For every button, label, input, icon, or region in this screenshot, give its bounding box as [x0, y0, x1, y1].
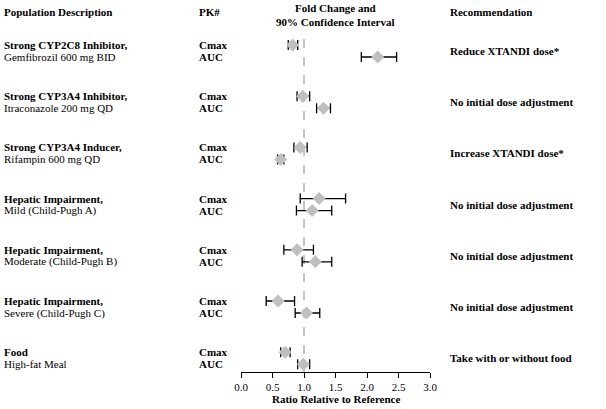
svg-text:High-fat Meal: High-fat Meal — [4, 358, 67, 370]
svg-text:Hepatic Impairment,: Hepatic Impairment, — [4, 193, 103, 205]
svg-text:AUC: AUC — [199, 153, 223, 165]
svg-text:Cmax: Cmax — [199, 141, 228, 153]
svg-text:Increase XTANDI dose*: Increase XTANDI dose* — [450, 147, 564, 159]
svg-text:Cmax: Cmax — [199, 90, 228, 102]
svg-text:AUC: AUC — [199, 102, 223, 114]
svg-text:AUC: AUC — [199, 307, 223, 319]
svg-text:AUC: AUC — [199, 205, 223, 217]
svg-text:Itraconazole 200 mg QD: Itraconazole 200 mg QD — [4, 102, 113, 114]
svg-text:Strong CYP3A4 Inhibitor,: Strong CYP3A4 Inhibitor, — [4, 90, 127, 102]
svg-text:Strong CYP3A4 Inducer,: Strong CYP3A4 Inducer, — [4, 141, 122, 153]
svg-text:Cmax: Cmax — [199, 295, 228, 307]
svg-text:Recommendation: Recommendation — [450, 6, 533, 18]
svg-text:AUC: AUC — [199, 358, 223, 370]
svg-text:1.5: 1.5 — [329, 381, 343, 393]
svg-text:Cmax: Cmax — [199, 346, 228, 358]
svg-text:Strong CYP2C8 Inhibitor,: Strong CYP2C8 Inhibitor, — [4, 39, 127, 51]
svg-text:No initial dose adjustment: No initial dose adjustment — [450, 301, 573, 313]
svg-text:No initial dose adjustment: No initial dose adjustment — [450, 199, 573, 211]
svg-text:Mild (Child-Pugh A): Mild (Child-Pugh A) — [4, 204, 97, 217]
svg-text:Population Description: Population Description — [4, 6, 112, 18]
svg-text:AUC: AUC — [199, 51, 223, 63]
svg-text:No initial dose adjustment: No initial dose adjustment — [450, 96, 573, 108]
svg-text:PK#: PK# — [199, 6, 220, 18]
svg-text:Cmax: Cmax — [199, 193, 228, 205]
svg-text:Gemfibrozil 600 mg BID: Gemfibrozil 600 mg BID — [4, 51, 116, 63]
svg-text:Hepatic Impairment,: Hepatic Impairment, — [4, 244, 103, 256]
svg-text:Severe (Child-Pugh C): Severe (Child-Pugh C) — [4, 307, 105, 320]
svg-text:0.5: 0.5 — [266, 381, 280, 393]
svg-text:0.0: 0.0 — [234, 381, 248, 393]
svg-text:Cmax: Cmax — [199, 244, 228, 256]
svg-text:Rifampin 600 mg QD: Rifampin 600 mg QD — [4, 153, 100, 165]
svg-text:AUC: AUC — [199, 256, 223, 268]
svg-text:2.0: 2.0 — [360, 381, 374, 393]
svg-text:1.0: 1.0 — [297, 381, 311, 393]
svg-text:Take with or without food: Take with or without food — [450, 352, 572, 364]
svg-text:No initial dose adjustment: No initial dose adjustment — [450, 250, 573, 262]
svg-text:Reduce XTANDI dose*: Reduce XTANDI dose* — [450, 45, 560, 57]
svg-text:2.5: 2.5 — [392, 381, 406, 393]
svg-text:Food: Food — [4, 346, 28, 358]
svg-text:Hepatic Impairment,: Hepatic Impairment, — [4, 295, 103, 307]
svg-text:Cmax: Cmax — [199, 39, 228, 51]
svg-text:Fold Change and90% Confidence: Fold Change and90% Confidence Interval — [276, 2, 395, 28]
svg-text:Ratio Relative to Reference: Ratio Relative to Reference — [272, 393, 400, 405]
svg-text:3.0: 3.0 — [423, 381, 437, 393]
svg-text:Moderate (Child-Pugh B): Moderate (Child-Pugh B) — [4, 255, 117, 268]
